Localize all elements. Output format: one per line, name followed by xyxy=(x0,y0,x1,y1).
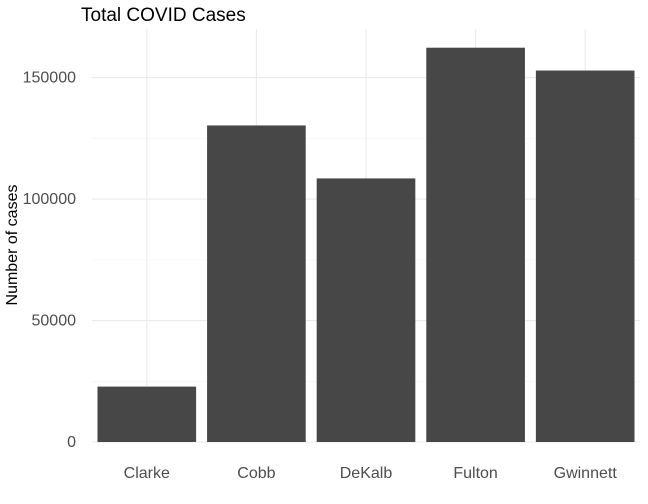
chart-title: Total COVID Cases xyxy=(81,5,246,26)
bars xyxy=(97,47,635,443)
y-axis-ticks: 0 50000 100000 150000 xyxy=(23,70,76,451)
y-tick-label: 0 xyxy=(67,434,76,451)
x-tick-label: Gwinnett xyxy=(554,465,618,482)
y-tick-label: 150000 xyxy=(23,70,76,87)
y-axis-label: Number of cases xyxy=(4,185,21,306)
y-tick-label: 50000 xyxy=(32,313,77,330)
y-tick-label: 100000 xyxy=(23,191,76,208)
x-tick-label: Fulton xyxy=(453,465,497,482)
bar-cobb xyxy=(207,125,306,443)
x-tick-label: Cobb xyxy=(237,465,275,482)
x-axis-ticks: Clarke Cobb DeKalb Fulton Gwinnett xyxy=(124,465,618,482)
bar-clarke xyxy=(97,386,197,442)
bar-dekalb xyxy=(316,178,416,443)
bar-gwinnett xyxy=(535,70,635,442)
x-tick-label: DeKalb xyxy=(340,465,393,482)
bar-fulton xyxy=(426,47,525,442)
x-tick-label: Clarke xyxy=(124,465,170,482)
